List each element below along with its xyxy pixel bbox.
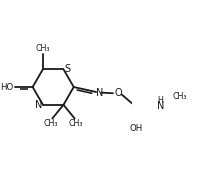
Text: OH: OH: [129, 124, 143, 133]
Text: H: H: [157, 96, 163, 105]
Text: N: N: [35, 100, 43, 110]
Text: S: S: [64, 64, 70, 74]
Text: N: N: [157, 101, 164, 111]
Text: CH₃: CH₃: [36, 44, 50, 53]
Text: CH₃: CH₃: [69, 119, 83, 128]
Text: CH₃: CH₃: [173, 93, 187, 102]
Text: N: N: [96, 88, 103, 98]
Text: HO: HO: [0, 82, 14, 91]
Text: CH₃: CH₃: [44, 119, 58, 128]
Text: O: O: [115, 88, 122, 98]
